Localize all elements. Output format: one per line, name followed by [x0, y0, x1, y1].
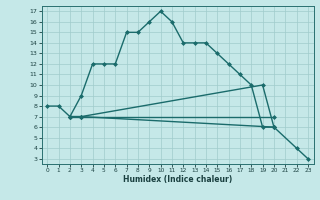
X-axis label: Humidex (Indice chaleur): Humidex (Indice chaleur) [123, 175, 232, 184]
